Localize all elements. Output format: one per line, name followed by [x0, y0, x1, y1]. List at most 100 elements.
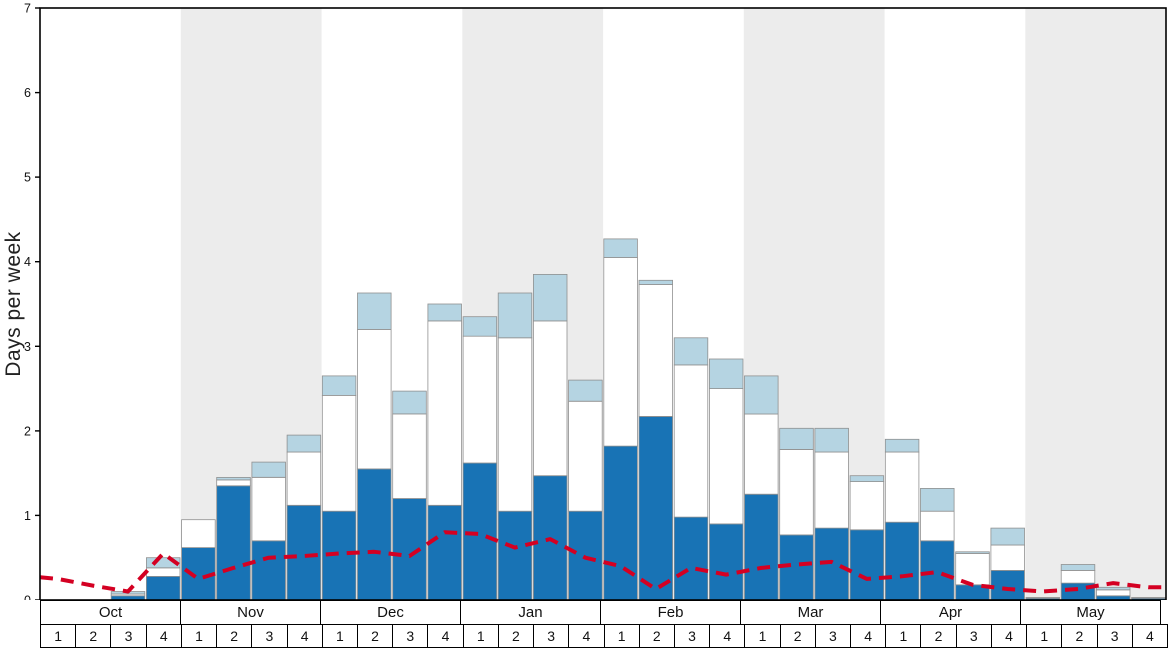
white-bar-segment — [673, 364, 709, 518]
light-blue-bar-segment — [744, 375, 779, 415]
white-bar-segment — [145, 567, 181, 577]
white-bar-segment — [533, 320, 568, 477]
white-bar-segment — [990, 544, 1025, 571]
y-tick-label: 2 — [24, 424, 31, 438]
light-blue-bar-segment — [533, 273, 568, 322]
week-number-cell: 2 — [356, 624, 394, 648]
white-bar-segment — [462, 335, 498, 464]
white-bar-segment — [1131, 597, 1166, 599]
light-blue-bar-segment — [849, 475, 885, 483]
week-number-cell: 2 — [75, 624, 112, 648]
week-number-cell: 3 — [1096, 624, 1133, 648]
week-number-cell: 2 — [1061, 624, 1098, 648]
white-bar-segment — [216, 479, 251, 487]
light-blue-bar-segment — [1060, 564, 1096, 571]
y-tick-label: 1 — [24, 509, 31, 523]
light-blue-bar-segment — [497, 292, 533, 339]
dark-blue-bar-segment — [920, 540, 955, 600]
light-blue-bar-segment — [990, 527, 1025, 546]
light-blue-bar-segment — [709, 358, 744, 390]
white-bar-segment — [1096, 589, 1131, 597]
dark-blue-bar-segment — [216, 485, 251, 600]
month-label-cell: Mar — [740, 600, 881, 625]
white-bar-segment — [497, 337, 533, 512]
dark-blue-bar-segment — [497, 510, 533, 600]
white-bar-segment — [779, 449, 814, 536]
week-number-cell: 4 — [427, 624, 464, 648]
plot-frame — [39, 7, 1167, 600]
month-label-cell: Oct — [40, 600, 181, 625]
week-number-cell: 4 — [145, 624, 182, 648]
light-blue-bar-segment — [251, 461, 286, 478]
light-blue-bar-segment — [884, 438, 920, 453]
week-number-cell: 4 — [850, 624, 887, 648]
month-label-cell: Apr — [880, 600, 1021, 625]
week-number-cell: 3 — [673, 624, 711, 648]
week-number-cell: 1 — [40, 624, 77, 648]
chart-plot-area: 0 1 2 3 4 5 6 7 — [24, 2, 1167, 601]
light-blue-bar-segment — [427, 303, 462, 322]
white-bar-segment — [427, 320, 462, 506]
week-number-cell: 3 — [533, 624, 570, 648]
white-bar-segment — [814, 451, 849, 529]
dark-blue-bar-segment — [427, 504, 462, 600]
y-tick-label: 3 — [24, 340, 31, 354]
light-blue-bar-segment — [321, 375, 357, 396]
dark-blue-bar-segment — [638, 416, 673, 600]
week-number-cell: 1 — [603, 624, 640, 648]
dark-blue-bar-segment — [286, 504, 322, 600]
week-number-cell: 4 — [568, 624, 605, 648]
y-tick-label: 7 — [24, 2, 31, 16]
week-number-cell: 4 — [709, 624, 746, 648]
week-number-cell: 3 — [955, 624, 992, 648]
white-bar-segment — [181, 519, 216, 549]
light-blue-bar-segment — [357, 292, 392, 330]
dark-blue-bar-segment — [744, 493, 779, 600]
white-bar-segment — [849, 481, 885, 531]
dark-blue-bar-segment — [357, 468, 392, 600]
white-bar-segment — [955, 553, 990, 586]
y-tick-label: 0 — [24, 594, 31, 601]
white-bar-segment — [1060, 570, 1096, 584]
y-tick-label: 5 — [24, 171, 31, 185]
white-bar-segment — [884, 451, 920, 523]
white-bar-segment — [568, 400, 603, 512]
light-blue-bar-segment — [568, 379, 603, 402]
week-number-cell: 1 — [321, 624, 358, 648]
dark-blue-bar-segment — [990, 570, 1025, 600]
month-label-cell: Nov — [180, 600, 321, 625]
week-number-cell: 2 — [497, 624, 535, 648]
light-blue-bar-segment — [814, 427, 849, 453]
week-number-cell: 4 — [286, 624, 323, 648]
week-number-cell: 1 — [180, 624, 218, 648]
y-tick-label: 6 — [24, 86, 31, 100]
white-bar-segment — [1025, 597, 1060, 599]
white-bar-segment — [920, 510, 955, 542]
dark-blue-bar-segment — [603, 445, 638, 600]
week-number-cell: 1 — [885, 624, 922, 648]
red-dashed-line — [39, 530, 1166, 594]
white-bar-segment — [286, 451, 322, 506]
dark-blue-bar-segment — [673, 516, 709, 600]
light-blue-bar-segment — [955, 551, 990, 554]
month-axis-row: Oct Nov Dec Jan Feb Mar Apr May — [40, 600, 1168, 625]
white-bar-segment — [603, 257, 638, 447]
dark-blue-bar-segment — [709, 523, 744, 600]
white-bar-segment — [357, 328, 392, 470]
month-label-cell: Jan — [460, 600, 601, 625]
month-shade-band — [1025, 8, 1167, 600]
light-blue-bar-segment — [392, 390, 427, 415]
y-tick-label: 4 — [24, 255, 31, 269]
week-number-cell: 3 — [392, 624, 429, 648]
dark-blue-bar-segment — [145, 575, 181, 600]
white-bar-segment — [392, 413, 427, 499]
dark-blue-bar-segment — [884, 521, 920, 600]
week-number-cell: 2 — [779, 624, 816, 648]
light-blue-bar-segment — [603, 238, 638, 258]
white-bar-segment — [744, 413, 779, 495]
month-label-cell: Feb — [600, 600, 741, 625]
week-number-cell: 3 — [814, 624, 852, 648]
dark-blue-bar-segment — [849, 529, 885, 600]
